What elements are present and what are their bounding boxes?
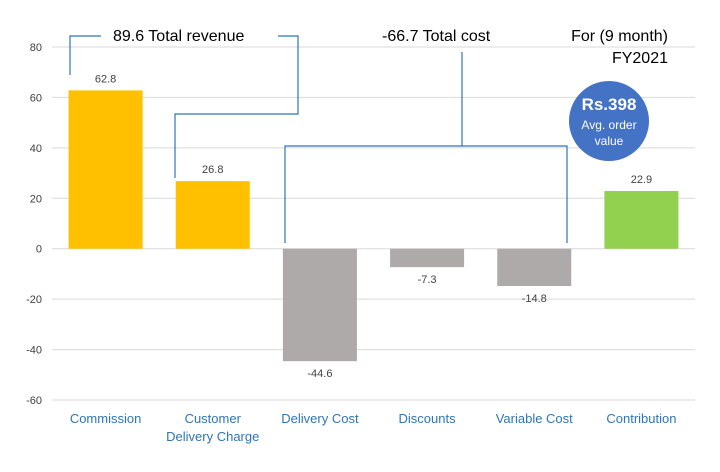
category-label: Commission	[70, 411, 142, 426]
y-tick-label: 0	[36, 244, 42, 256]
avg-order-value-badge: Rs.398 Avg. order value	[569, 81, 649, 161]
cost-bracket-line	[284, 52, 568, 243]
y-tick-label: -60	[26, 395, 42, 407]
bar	[282, 248, 357, 362]
category-label: Customer Delivery Charge	[166, 411, 259, 444]
data-label: -7.3	[418, 274, 437, 286]
y-tick-label: -40	[26, 345, 42, 357]
y-tick-label: -20	[26, 294, 42, 306]
category-labels: Commission Customer Delivery Charge Deliver…	[70, 411, 677, 444]
y-tick-label: 60	[30, 92, 42, 104]
badge-label-line-2: value	[595, 134, 624, 148]
y-tick-label: 40	[30, 143, 42, 155]
bar	[68, 90, 143, 249]
cost-annotation: -66.7 Total cost	[382, 28, 491, 45]
period-line-2: FY2021	[612, 50, 668, 67]
data-label: -44.6	[307, 368, 332, 380]
bar	[175, 181, 250, 249]
bar	[390, 248, 465, 268]
data-label: 26.8	[202, 164, 223, 176]
bar	[497, 248, 572, 287]
data-label: 22.9	[631, 174, 652, 186]
category-label: Delivery Cost	[281, 411, 359, 426]
badge-value: Rs.398	[582, 95, 637, 114]
revenue-annotation: 89.6 Total revenue	[113, 28, 244, 45]
category-label: Contribution	[606, 411, 676, 426]
y-tick-label: 80	[30, 42, 42, 54]
category-label: Variable Cost	[496, 411, 573, 426]
data-label: -14.8	[522, 293, 547, 305]
data-labels: 62.8 26.8 -44.6 -7.3 -14.8 22.9	[95, 73, 652, 380]
y-tick-label: 20	[30, 193, 42, 205]
category-label: Discounts	[399, 411, 457, 426]
y-axis-ticks: -60 -40 -20 0 20 40 60 80	[26, 42, 42, 407]
bar	[604, 190, 679, 249]
revenue-bracket-line	[69, 35, 299, 178]
period-annotation: For (9 month) FY2021	[571, 28, 668, 67]
bars	[68, 90, 679, 362]
badge-circle	[569, 81, 649, 161]
cost-bracket: -66.7 Total cost	[284, 28, 568, 243]
badge-label-line-1: Avg. order	[581, 118, 636, 132]
gridlines	[52, 46, 695, 401]
data-label: 62.8	[95, 73, 116, 85]
revenue-bracket: 89.6 Total revenue	[69, 28, 299, 178]
period-line-1: For (9 month)	[571, 28, 668, 45]
